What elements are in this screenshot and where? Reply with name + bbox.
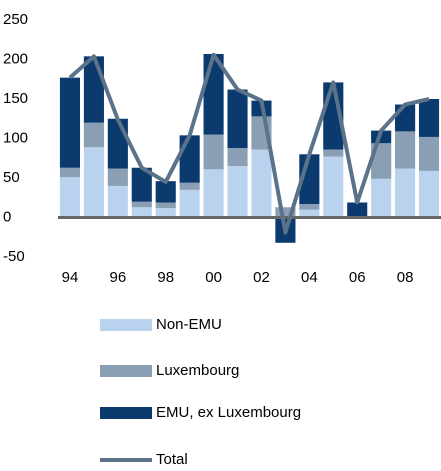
x-tick-label: 94 bbox=[62, 269, 79, 286]
bar-segment bbox=[395, 168, 416, 218]
bar-segment bbox=[179, 189, 200, 218]
y-tick-label: 250 bbox=[3, 11, 28, 28]
legend-label: Non-EMU bbox=[156, 316, 222, 333]
x-tick-label: 08 bbox=[397, 269, 414, 286]
bar-segment bbox=[371, 143, 392, 179]
bar-segment bbox=[179, 182, 200, 190]
x-tick-label: 04 bbox=[301, 269, 318, 286]
bar-segment bbox=[107, 168, 128, 186]
bar-segment bbox=[131, 207, 152, 218]
y-tick-label: 50 bbox=[3, 169, 20, 186]
bar-segment bbox=[203, 169, 224, 218]
legend-swatch bbox=[100, 407, 152, 419]
x-tick-label: 98 bbox=[157, 269, 174, 286]
bar-segment bbox=[107, 185, 128, 218]
bar-segment bbox=[227, 147, 248, 167]
legend-label: EMU, ex Luxembourg bbox=[156, 404, 301, 421]
bar-segment bbox=[371, 178, 392, 218]
bar-segment bbox=[251, 149, 272, 218]
bar-segment bbox=[418, 99, 440, 137]
bar-segment bbox=[83, 122, 104, 148]
bar-segment bbox=[395, 104, 416, 132]
y-tick-label: 0 bbox=[3, 208, 11, 225]
bar-segment bbox=[299, 209, 320, 218]
bar-segment bbox=[59, 177, 81, 218]
legend-label: Total bbox=[156, 451, 188, 468]
bar-segment bbox=[299, 204, 320, 210]
bar-segment bbox=[59, 167, 81, 178]
bar-segment bbox=[107, 118, 128, 169]
bar-segment bbox=[179, 135, 200, 183]
bar-segment bbox=[155, 208, 176, 218]
x-tick-label: 96 bbox=[110, 269, 127, 286]
bar-segment bbox=[83, 147, 104, 218]
bar-segment bbox=[59, 77, 81, 168]
bar-segment bbox=[155, 181, 176, 203]
x-tick-label: 06 bbox=[349, 269, 366, 286]
bar-segment bbox=[347, 202, 368, 218]
y-tick-label: 150 bbox=[3, 90, 28, 107]
y-tick-label: 200 bbox=[3, 50, 28, 67]
bar-segment bbox=[418, 170, 440, 218]
legend-label: Luxembourg bbox=[156, 362, 239, 379]
legend-swatch bbox=[100, 319, 152, 331]
bar-segment bbox=[203, 134, 224, 170]
bar-segment bbox=[131, 201, 152, 208]
total-line bbox=[68, 52, 430, 235]
bar-segment bbox=[227, 89, 248, 148]
y-tick-label: -50 bbox=[3, 248, 25, 265]
bar-segment bbox=[323, 156, 344, 218]
bar-segment bbox=[323, 149, 344, 157]
bar-segment bbox=[227, 166, 248, 218]
legend-swatch bbox=[100, 365, 152, 377]
y-tick-label: 100 bbox=[3, 129, 28, 146]
bar-segment bbox=[83, 56, 104, 123]
x-tick-label: 02 bbox=[253, 269, 270, 286]
bar-segment bbox=[275, 207, 296, 218]
bar-segment bbox=[155, 202, 176, 209]
bar-segment bbox=[395, 131, 416, 169]
bar-segment bbox=[131, 167, 152, 202]
x-tick-label: 00 bbox=[205, 269, 222, 286]
bar-segment bbox=[418, 136, 440, 171]
